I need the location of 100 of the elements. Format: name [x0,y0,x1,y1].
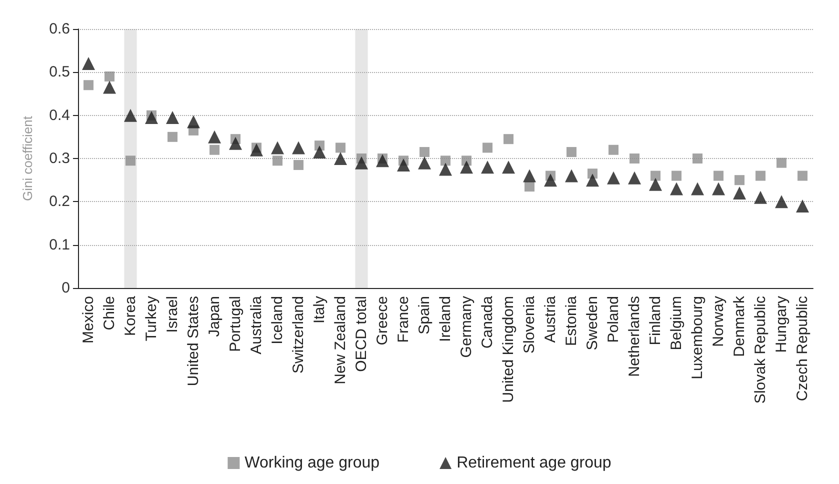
y-tick-label: 0.5 [49,64,70,81]
x-tick-label: Hungary [773,296,790,353]
point [272,156,282,166]
point [692,154,702,164]
y-tick-label: 0.6 [49,20,70,38]
y-tick-label: 0.4 [49,106,70,124]
y-axis-title: Gini coefficient [20,116,35,202]
point [734,175,744,186]
point [418,156,431,170]
y-tick-label: 0.1 [49,236,70,254]
point [145,110,158,124]
point [523,169,536,182]
x-tick-label: Japan [206,296,223,337]
point [628,171,641,184]
point [210,144,220,155]
x-tick-label: Spain [416,296,433,334]
point [650,170,660,181]
point [756,170,766,181]
point [481,160,494,174]
point [649,178,662,191]
point [565,169,578,182]
x-tick-label: Luxembourg [689,296,706,380]
point [544,174,557,187]
x-tick-label: Australia [248,295,265,354]
x-tick-label: Turkey [143,296,160,342]
x-tick-label: Poland [605,296,622,343]
point [460,160,473,174]
point [672,170,682,181]
x-tick-label: OECD total [353,296,370,372]
x-tick-label: Slovak Republic [752,296,769,404]
point [334,152,347,165]
x-tick-label: Chile [101,296,118,330]
y-tick-label: 0 [62,280,70,296]
point [504,134,514,144]
point [124,108,137,122]
point [82,57,95,70]
point [754,190,767,204]
point [608,144,618,155]
point [775,195,788,208]
point [796,199,809,212]
point [229,136,242,150]
point [126,156,136,166]
point [798,170,808,181]
x-tick-label: Greece [374,296,391,346]
point [482,142,492,153]
x-tick-label: Sweden [584,296,601,350]
x-tick-label: France [395,296,412,343]
point [670,182,683,196]
x-tick-label: Denmark [731,296,748,357]
x-tick-label: Canada [479,295,496,349]
x-tick-label: Italy [311,296,328,324]
x-tick-label: Finland [647,296,664,346]
point [84,80,94,90]
point [566,147,576,158]
point [397,158,410,172]
x-tick-label: Netherlands [626,296,643,377]
point [208,130,221,144]
point [187,115,200,128]
point [712,182,725,196]
point [292,141,305,154]
x-tick-label: Austria [542,295,559,343]
point [714,170,724,181]
x-tick-label: Mexico [80,296,97,344]
point [776,158,786,168]
x-tick-label: Slovenia [521,295,538,354]
point [250,143,263,156]
x-tick-label: Norway [710,296,727,347]
point [733,186,746,200]
y-tick-label: 0.2 [49,193,70,210]
point [630,154,640,164]
x-tick-label: Portugal [227,296,244,352]
point [103,80,116,94]
point [502,160,515,174]
point [420,147,430,158]
point [355,156,368,170]
point [376,154,389,168]
point [586,174,599,187]
x-tick-label: Iceland [269,296,286,344]
x-tick-label: New Zealand [332,296,349,384]
x-tick-label: Belgium [668,296,685,350]
x-tick-label: Switzerland [290,296,307,374]
point [524,182,534,192]
x-tick-label: Israel [164,296,181,333]
x-tick-label: Germany [458,296,475,358]
point [168,132,178,142]
x-tick-label: Korea [122,295,139,336]
point [691,182,704,196]
y-tick-label: 0.3 [49,150,70,167]
x-tick-label: Estonia [563,295,580,346]
point [607,171,620,184]
point [104,71,114,82]
x-tick-label: Ireland [437,296,454,342]
point [336,142,346,153]
point [439,162,452,176]
point [440,156,450,166]
point [271,141,284,154]
x-tick-label: United States [185,296,202,386]
x-tick-label: United Kingdom [500,296,517,403]
point [166,110,179,124]
point [313,146,326,159]
